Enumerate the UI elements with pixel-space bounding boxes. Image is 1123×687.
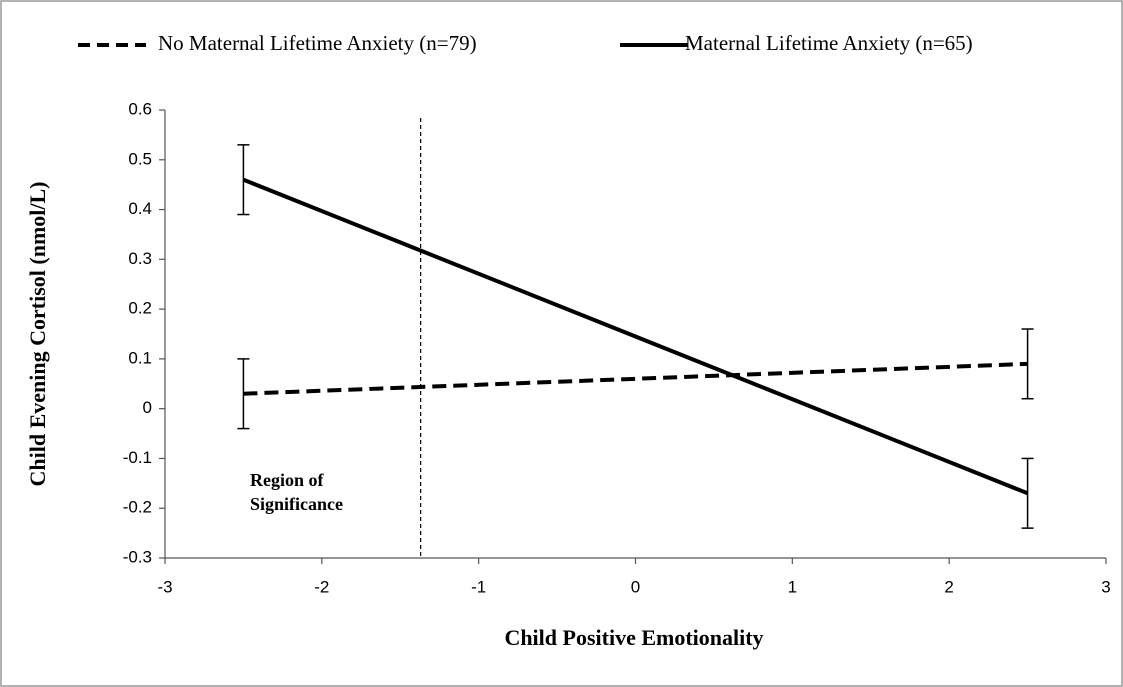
series-line — [243, 361, 1028, 396]
y-tick-label: 0.1 — [128, 348, 152, 367]
error-bar — [1021, 328, 1034, 400]
y-axis-title: Child Evening Cortisol (nmol/L) — [25, 182, 50, 487]
y-tick-label: 0.5 — [128, 149, 152, 168]
x-tick-label: 2 — [944, 577, 953, 596]
error-bar — [1021, 457, 1034, 529]
y-tick-label: 0.6 — [128, 99, 152, 118]
x-tick-label: -3 — [157, 577, 172, 596]
y-tick-label: 0.3 — [128, 249, 152, 268]
annotation: Region of Significance — [250, 470, 343, 514]
legend-label: Maternal Lifetime Anxiety (n=65) — [685, 31, 973, 55]
y-tick-label: -0.3 — [123, 547, 152, 566]
x-tick-label: 1 — [788, 577, 797, 596]
series-line — [242, 177, 1029, 496]
x-tick-label: 3 — [1101, 577, 1110, 596]
y-tick-label: 0.2 — [128, 299, 152, 318]
y-tick-label: 0.4 — [128, 199, 152, 218]
y-tick-label: -0.1 — [123, 448, 152, 467]
y-tick-label: -0.2 — [123, 498, 152, 517]
x-axis-title: Child Positive Emotionality — [504, 625, 763, 650]
legend-label: No Maternal Lifetime Anxiety (n=79) — [158, 31, 477, 55]
x-tick-label: -2 — [314, 577, 329, 596]
error-bar — [237, 144, 250, 216]
x-tick-label: -1 — [471, 577, 486, 596]
x-tick-label: 0 — [631, 577, 640, 596]
error-bar — [237, 358, 250, 430]
y-tick-label: 0 — [143, 398, 152, 417]
